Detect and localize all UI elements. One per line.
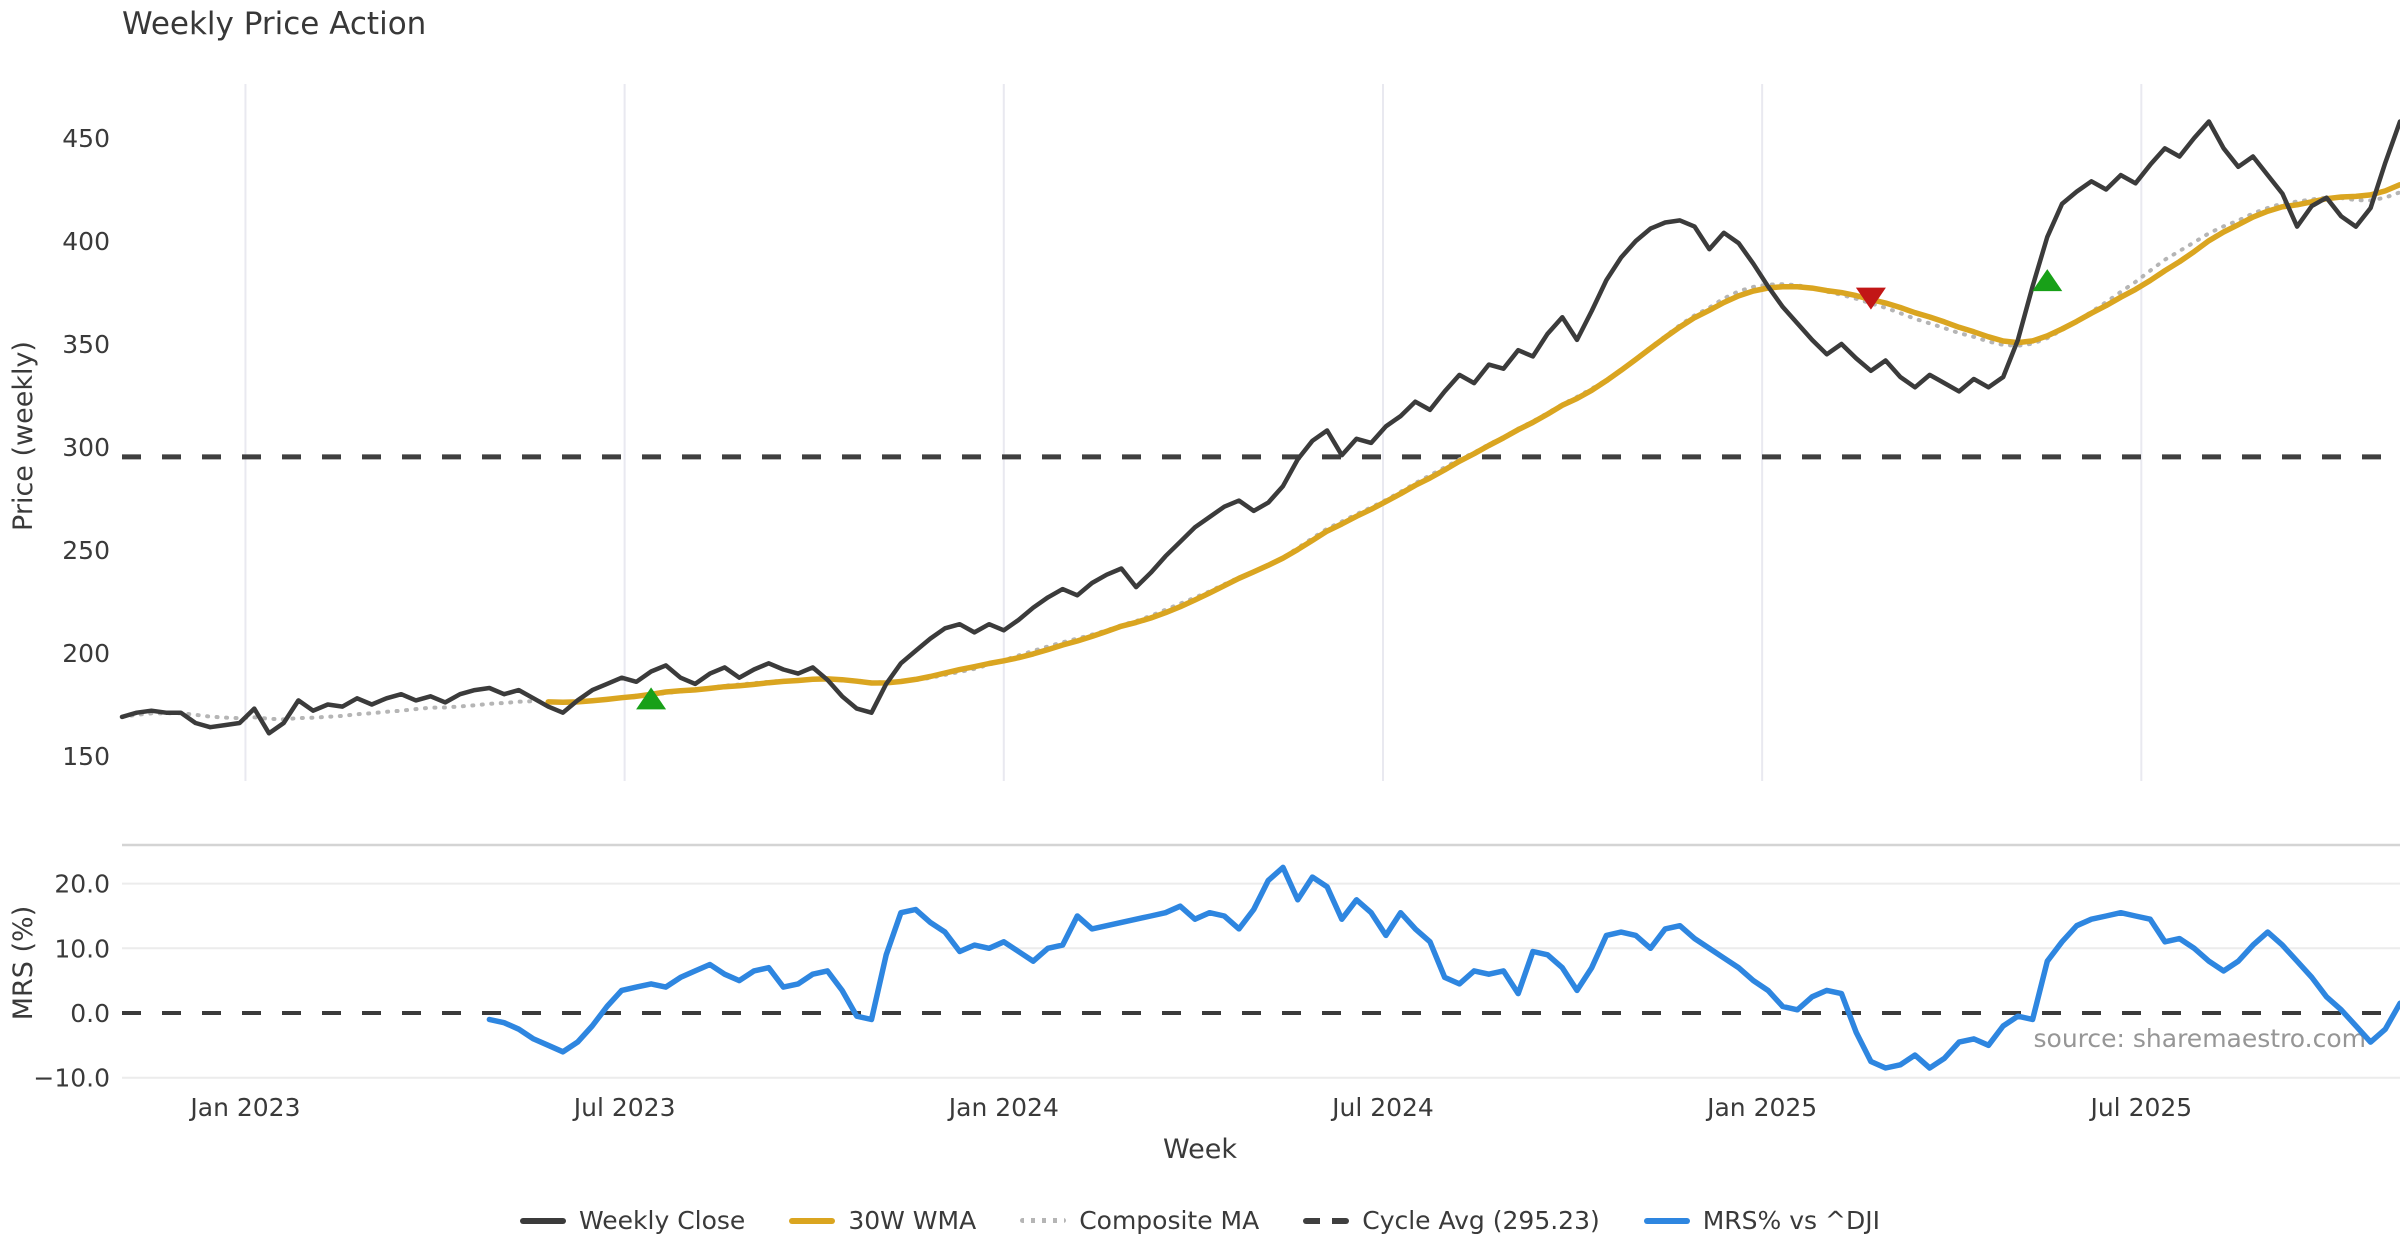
legend-item-composite: Composite MA bbox=[1020, 1206, 1259, 1235]
ytick-label-price: 400 bbox=[62, 227, 110, 256]
sell-signal-marker bbox=[1855, 287, 1886, 310]
xtick-label: Jul 2023 bbox=[572, 1093, 676, 1122]
wma-line bbox=[545, 181, 2400, 706]
legend-swatch-mrs bbox=[1643, 1217, 1690, 1224]
legend-swatch-composite bbox=[1020, 1218, 1067, 1223]
legend-label: MRS% vs ^DJI bbox=[1702, 1206, 1880, 1235]
composite-ma-line bbox=[120, 190, 2400, 722]
xtick-label: Jul 2024 bbox=[1330, 1093, 1434, 1122]
weekly-close-line bbox=[119, 119, 2400, 736]
legend: Weekly Close 30W WMA Composite MA Cycle … bbox=[0, 1206, 2400, 1235]
xtick-label: Jul 2025 bbox=[2088, 1093, 2192, 1122]
xtick-label: Jan 2023 bbox=[188, 1093, 300, 1122]
legend-label: Composite MA bbox=[1079, 1206, 1260, 1235]
ytick-label-price: 200 bbox=[62, 639, 110, 668]
legend-label: Cycle Avg (295.23) bbox=[1362, 1206, 1600, 1235]
buy-signal-marker bbox=[2032, 269, 2063, 292]
mrs-axis-label: MRS (%) bbox=[8, 905, 39, 1021]
legend-swatch-cycle-avg bbox=[1303, 1217, 1350, 1224]
ytick-label-mrs: −10.0 bbox=[33, 1064, 110, 1093]
xtick-label: Jan 2024 bbox=[947, 1093, 1059, 1122]
legend-item-cycle-avg: Cycle Avg (295.23) bbox=[1303, 1206, 1600, 1235]
legend-swatch-weekly-close bbox=[520, 1217, 567, 1224]
legend-item-weekly-close: Weekly Close bbox=[520, 1206, 745, 1235]
ytick-label-price: 250 bbox=[62, 536, 110, 565]
source-note: source: sharemaestro.com bbox=[2033, 1024, 2367, 1053]
legend-item-mrs: MRS% vs ^DJI bbox=[1643, 1206, 1880, 1235]
ytick-label-mrs: 20.0 bbox=[54, 870, 110, 899]
xtick-label: Jan 2025 bbox=[1705, 1093, 1817, 1122]
price-axis-label: Price (weekly) bbox=[8, 341, 39, 531]
x-axis-label: Week bbox=[1163, 1134, 1237, 1165]
legend-label: 30W WMA bbox=[848, 1206, 977, 1235]
chart-title: Weekly Price Action bbox=[122, 6, 427, 42]
legend-item-wma: 30W WMA bbox=[789, 1206, 976, 1235]
ytick-label-price: 150 bbox=[62, 742, 110, 771]
legend-swatch-wma bbox=[789, 1217, 836, 1224]
buy-signal-marker bbox=[636, 687, 667, 710]
ytick-label-price: 450 bbox=[62, 124, 110, 153]
ytick-label-price: 300 bbox=[62, 433, 110, 462]
ytick-label-mrs: 0.0 bbox=[70, 999, 110, 1028]
ytick-label-mrs: 10.0 bbox=[54, 934, 110, 963]
ytick-label-price: 350 bbox=[62, 330, 110, 359]
legend-label: Weekly Close bbox=[579, 1206, 746, 1235]
